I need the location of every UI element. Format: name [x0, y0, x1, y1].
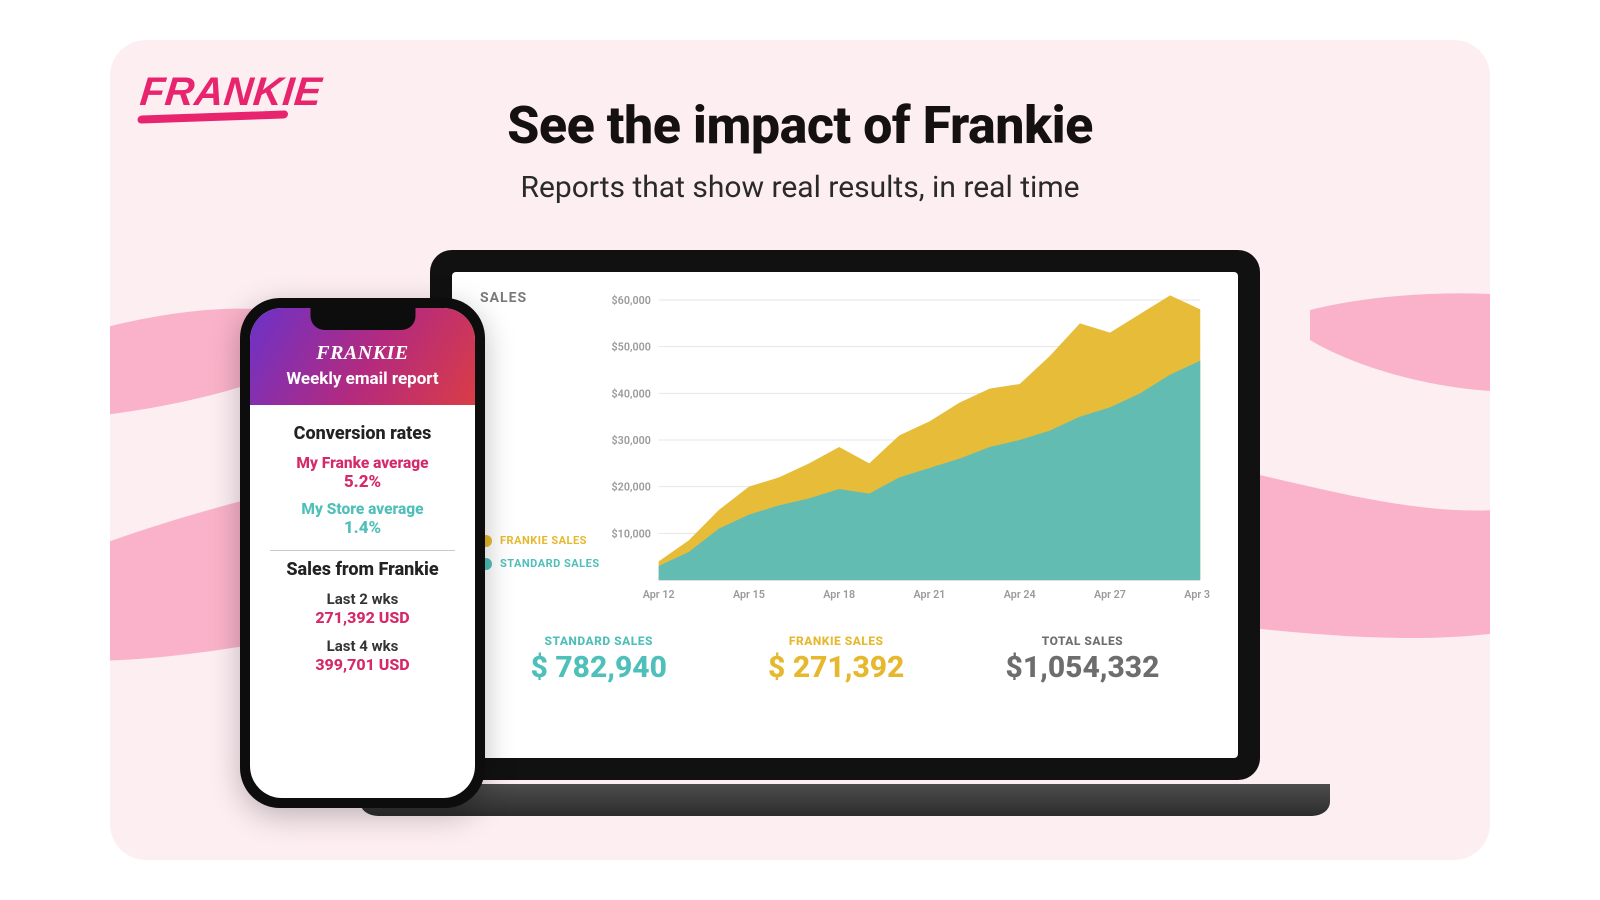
svg-text:$40,000: $40,000: [612, 387, 651, 400]
conversion-rates-heading: Conversion rates: [264, 423, 461, 444]
marketing-card: FRANKIE See the impact of Frankie Report…: [110, 40, 1490, 860]
phone-mockup: FRANKIE Weekly email report Conversion r…: [240, 298, 485, 808]
phone-body: Conversion rates My Franke average 5.2% …: [250, 405, 475, 684]
phone-report-title: Weekly email report: [260, 369, 465, 389]
period1-label: Last 2 wks: [264, 590, 461, 608]
svg-text:$60,000: $60,000: [612, 294, 651, 307]
summary-frankie: FRANKIE SALES $ 271,392: [768, 634, 904, 685]
sales-chart-zone: SALES FRANKIE SALES STANDARD SALES: [480, 290, 1210, 610]
page-subtitle: Reports that show real results, in real …: [110, 170, 1490, 205]
franke-avg-label: My Franke average: [264, 454, 461, 472]
phone-logo-text: FRANKIE: [260, 342, 465, 365]
svg-text:$30,000: $30,000: [612, 434, 651, 447]
svg-text:Apr 18: Apr 18: [823, 588, 855, 601]
sales-area-chart: $10,000 $20,000 $30,000 $40,000 $50,000 $60,0…: [605, 290, 1210, 610]
summary-standard-label: STANDARD SALES: [531, 634, 667, 648]
svg-text:Apr 30: Apr 30: [1184, 588, 1210, 601]
legend-frankie: FRANKIE SALES: [480, 534, 605, 547]
svg-text:Apr 24: Apr 24: [1004, 588, 1036, 601]
laptop-mockup: SALES FRANKIE SALES STANDARD SALES: [430, 250, 1260, 810]
summary-total: TOTAL SALES $1,054,332: [1006, 634, 1160, 685]
phone-notch: [310, 308, 415, 330]
chart-title: SALES: [480, 290, 605, 306]
legend-standard: STANDARD SALES: [480, 557, 605, 570]
summary-standard: STANDARD SALES $ 782,940: [531, 634, 667, 685]
summary-frankie-value: $ 271,392: [768, 650, 904, 685]
phone-divider: [270, 550, 455, 551]
legend-frankie-label: FRANKIE SALES: [500, 534, 587, 547]
period1-value: 271,392 USD: [264, 608, 461, 627]
stage: FRANKIE See the impact of Frankie Report…: [0, 0, 1600, 900]
svg-text:$20,000: $20,000: [612, 481, 651, 494]
store-avg-value: 1.4%: [264, 518, 461, 538]
svg-text:Apr 21: Apr 21: [914, 588, 946, 601]
summary-standard-value: $ 782,940: [531, 650, 667, 685]
laptop-screen: SALES FRANKIE SALES STANDARD SALES: [452, 272, 1238, 758]
store-avg-label: My Store average: [264, 500, 461, 518]
legend-standard-label: STANDARD SALES: [500, 557, 600, 570]
laptop-bezel: SALES FRANKIE SALES STANDARD SALES: [430, 250, 1260, 780]
svg-text:Apr 12: Apr 12: [643, 588, 675, 601]
page-title: See the impact of Frankie: [110, 95, 1490, 156]
svg-text:Apr 15: Apr 15: [733, 588, 765, 601]
phone-screen: FRANKIE Weekly email report Conversion r…: [250, 308, 475, 798]
period2-label: Last 4 wks: [264, 637, 461, 655]
summary-total-label: TOTAL SALES: [1006, 634, 1160, 648]
summary-total-value: $1,054,332: [1006, 650, 1160, 685]
laptop-base: [360, 784, 1330, 816]
sales-from-frankie-heading: Sales from Frankie: [264, 559, 461, 580]
franke-avg-value: 5.2%: [264, 472, 461, 492]
summary-frankie-label: FRANKIE SALES: [768, 634, 904, 648]
chart-summary-row: STANDARD SALES $ 782,940 FRANKIE SALES $…: [480, 634, 1210, 685]
svg-text:$10,000: $10,000: [612, 527, 651, 540]
svg-text:$50,000: $50,000: [612, 341, 651, 354]
period2-value: 399,701 USD: [264, 655, 461, 674]
chart-legend: SALES FRANKIE SALES STANDARD SALES: [480, 290, 605, 610]
svg-text:Apr 27: Apr 27: [1094, 588, 1126, 601]
